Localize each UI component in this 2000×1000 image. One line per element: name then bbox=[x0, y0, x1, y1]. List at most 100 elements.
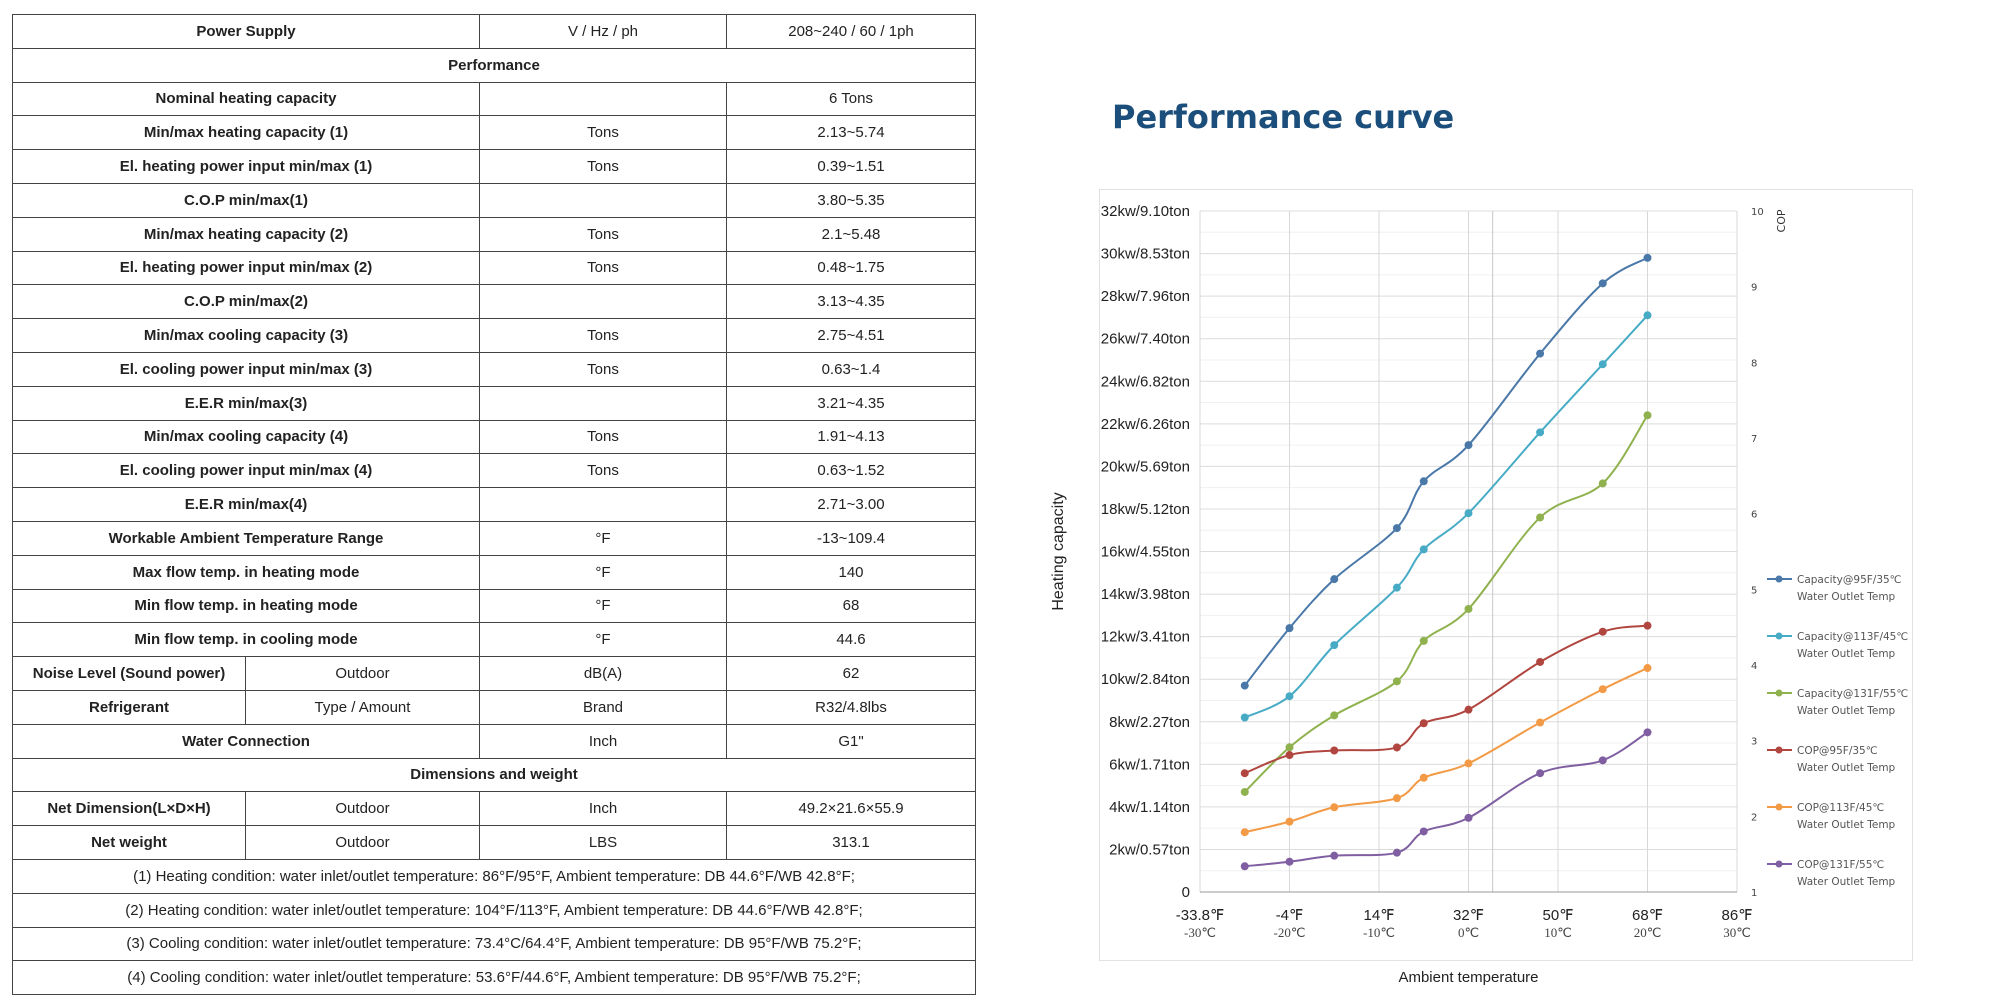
y2-tick-label: 6 bbox=[1751, 510, 1757, 521]
table-row: Max flow temp. in heating mode °F 140 bbox=[12, 554, 976, 590]
table-cell: Net weight bbox=[12, 825, 246, 860]
y-tick-label: 32kw/9.10ton bbox=[1101, 203, 1190, 220]
table-cell: V / Hz / ph bbox=[479, 14, 727, 49]
table-row: Power Supply V / Hz / ph 208~240 / 60 / 1p… bbox=[12, 14, 976, 49]
table-cell: 2.71~3.00 bbox=[726, 487, 976, 522]
data-point bbox=[1643, 311, 1652, 320]
table-cell: Tons bbox=[479, 250, 727, 286]
table-cell: 2.13~5.74 bbox=[726, 115, 976, 151]
y2-tick-label: 10 bbox=[1751, 207, 1764, 218]
table-cell: 0.48~1.75 bbox=[726, 250, 976, 286]
data-point bbox=[1464, 705, 1473, 714]
data-point bbox=[1464, 509, 1473, 518]
table-cell: °F bbox=[479, 554, 727, 590]
table-row: Workable Ambient Temperature Range °F -13~… bbox=[12, 520, 976, 556]
data-point bbox=[1419, 773, 1428, 782]
table-cell: Power Supply bbox=[12, 14, 480, 49]
data-point bbox=[1419, 477, 1428, 486]
legend-label-sub: Water Outlet Temp bbox=[1797, 648, 1896, 660]
table-row: Performance bbox=[12, 47, 976, 83]
table-cell: 2.75~4.51 bbox=[726, 318, 976, 353]
y-tick-label: 14kw/3.98ton bbox=[1101, 586, 1190, 603]
table-cell: 313.1 bbox=[726, 825, 976, 860]
data-point bbox=[1536, 657, 1545, 666]
x-tick-label-f: 50℉ bbox=[1543, 907, 1574, 924]
x-tick-label-f: 32℉ bbox=[1453, 907, 1484, 924]
data-point bbox=[1419, 719, 1428, 728]
data-point bbox=[1392, 677, 1401, 686]
x-tick-label-c: 20℃ bbox=[1634, 925, 1662, 940]
series-line bbox=[1244, 314, 1649, 719]
table-cell: °F bbox=[479, 520, 727, 556]
table-row: Min/max heating capacity (1) Tons 2.13~5.7… bbox=[12, 115, 976, 151]
data-point bbox=[1392, 743, 1401, 752]
x-axis-label: Ambient temperature bbox=[1398, 969, 1538, 986]
table-cell: Tons bbox=[479, 453, 727, 489]
table-cell: °F bbox=[479, 622, 727, 658]
table-cell: Max flow temp. in heating mode bbox=[12, 554, 480, 590]
y-tick-label: 28kw/7.96ton bbox=[1101, 288, 1190, 305]
table-cell: 140 bbox=[726, 554, 976, 590]
legend-marker bbox=[1775, 860, 1783, 868]
legend-label-sub: Water Outlet Temp bbox=[1797, 762, 1896, 774]
data-point bbox=[1536, 513, 1545, 522]
series-line bbox=[1243, 256, 1648, 687]
data-point bbox=[1285, 857, 1294, 866]
y-tick-label: 4kw/1.14ton bbox=[1109, 799, 1190, 816]
data-point bbox=[1330, 803, 1339, 812]
legend-label-sub: Water Outlet Temp bbox=[1797, 705, 1896, 717]
data-point bbox=[1285, 817, 1294, 826]
table-row: Dimensions and weight bbox=[12, 757, 976, 793]
table-row: Water Connection Inch G1" bbox=[12, 723, 976, 759]
table-cell: Tons bbox=[479, 149, 727, 184]
table-cell: R32/4.8lbs bbox=[726, 689, 976, 725]
data-point bbox=[1285, 751, 1294, 760]
x-tick-label-c: -10℃ bbox=[1363, 925, 1395, 940]
data-point bbox=[1285, 624, 1294, 633]
table-cell: Min flow temp. in heating mode bbox=[12, 588, 480, 624]
table-cell: 62 bbox=[726, 656, 976, 691]
series-line bbox=[1244, 414, 1649, 793]
data-point bbox=[1392, 583, 1401, 592]
table-cell: Tons bbox=[479, 216, 727, 252]
data-point bbox=[1464, 759, 1473, 768]
table-row: El. cooling power input min/max (4) Tons 0… bbox=[12, 453, 976, 489]
data-point bbox=[1643, 253, 1652, 262]
table-cell: 6 Tons bbox=[726, 81, 976, 117]
data-point bbox=[1330, 851, 1339, 860]
data-point bbox=[1598, 627, 1607, 636]
data-point bbox=[1285, 692, 1294, 701]
x-tick-label-c: 30℃ bbox=[1723, 925, 1751, 940]
x-tick-label-f: 86℉ bbox=[1722, 907, 1753, 924]
table-row: Refrigerant Type / Amount Brand R32/4.8lbs bbox=[12, 689, 976, 725]
table-cell: Min/max heating capacity (1) bbox=[12, 115, 480, 151]
x-tick-label-f: 68℉ bbox=[1632, 907, 1663, 924]
table-row: Min/max cooling capacity (4) Tons 1.91~4.1… bbox=[12, 419, 976, 455]
table-cell: 0.39~1.51 bbox=[726, 149, 976, 184]
table-row: El. heating power input min/max (1) Tons 0… bbox=[12, 149, 976, 184]
table-cell: Brand bbox=[479, 689, 727, 725]
table-cell: Min flow temp. in cooling mode bbox=[12, 622, 480, 658]
table-cell: El. heating power input min/max (1) bbox=[12, 149, 480, 184]
data-point bbox=[1536, 769, 1545, 778]
table-cell: Water Connection bbox=[12, 723, 480, 759]
y2-axis-label: COP bbox=[1775, 209, 1788, 232]
data-point bbox=[1240, 787, 1249, 796]
table-cell: Tons bbox=[479, 115, 727, 151]
table-cell: E.E.R min/max(4) bbox=[12, 487, 480, 522]
x-tick-label-c: 10℃ bbox=[1544, 925, 1572, 940]
table-cell bbox=[479, 487, 727, 522]
data-point bbox=[1464, 813, 1473, 822]
y-tick-label: 30kw/8.53ton bbox=[1101, 246, 1190, 263]
series-line bbox=[1244, 667, 1648, 834]
y2-tick-label: 7 bbox=[1751, 434, 1757, 445]
x-tick-label-c: -30℃ bbox=[1184, 925, 1216, 940]
table-cell: (4) Cooling condition: water inlet/outle… bbox=[12, 960, 976, 996]
table-row: (1) Heating condition: water inlet/outle… bbox=[12, 858, 976, 894]
table-cell: 208~240 / 60 / 1ph bbox=[726, 14, 976, 49]
table-row: (3) Cooling condition: water inlet/outle… bbox=[12, 926, 976, 962]
table-cell: (2) Heating condition: water inlet/outle… bbox=[12, 892, 976, 928]
table-cell: 3.21~4.35 bbox=[726, 385, 976, 421]
data-point bbox=[1392, 794, 1401, 803]
data-point bbox=[1330, 641, 1339, 650]
